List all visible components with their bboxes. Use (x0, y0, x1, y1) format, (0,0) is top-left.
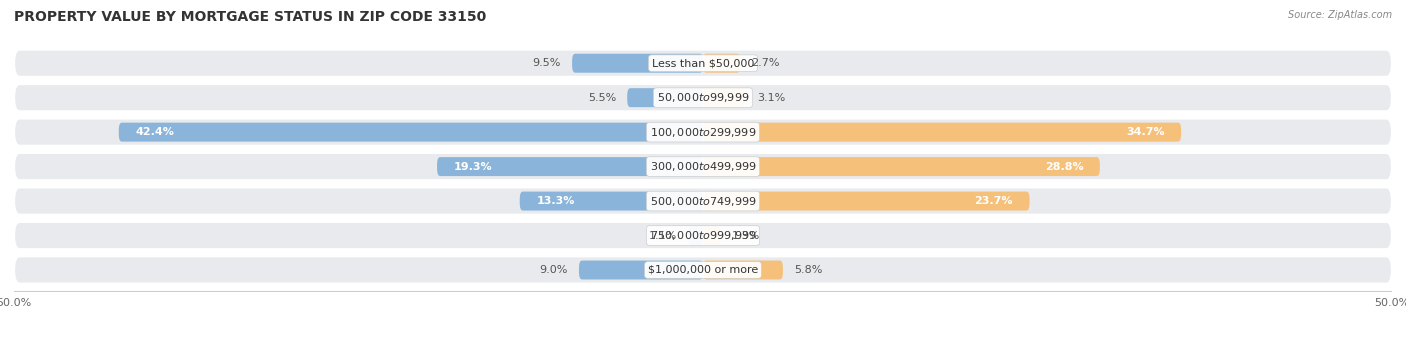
Text: $100,000 to $299,999: $100,000 to $299,999 (650, 126, 756, 139)
Text: 19.3%: 19.3% (454, 162, 492, 172)
Text: $1,000,000 or more: $1,000,000 or more (648, 265, 758, 275)
Text: 1.3%: 1.3% (733, 231, 761, 240)
FancyBboxPatch shape (703, 157, 1099, 176)
FancyBboxPatch shape (703, 123, 1181, 142)
Text: Source: ZipAtlas.com: Source: ZipAtlas.com (1288, 10, 1392, 20)
FancyBboxPatch shape (703, 260, 783, 279)
FancyBboxPatch shape (627, 88, 703, 107)
FancyBboxPatch shape (14, 84, 1392, 111)
FancyBboxPatch shape (14, 119, 1392, 146)
FancyBboxPatch shape (437, 157, 703, 176)
Text: $50,000 to $99,999: $50,000 to $99,999 (657, 91, 749, 104)
Text: 2.7%: 2.7% (751, 58, 780, 68)
FancyBboxPatch shape (703, 226, 721, 245)
Text: 13.3%: 13.3% (536, 196, 575, 206)
FancyBboxPatch shape (572, 54, 703, 73)
Text: $750,000 to $999,999: $750,000 to $999,999 (650, 229, 756, 242)
Text: $500,000 to $749,999: $500,000 to $749,999 (650, 194, 756, 207)
FancyBboxPatch shape (118, 123, 703, 142)
FancyBboxPatch shape (579, 260, 703, 279)
Text: 9.5%: 9.5% (533, 58, 561, 68)
Text: $300,000 to $499,999: $300,000 to $499,999 (650, 160, 756, 173)
FancyBboxPatch shape (14, 256, 1392, 284)
FancyBboxPatch shape (703, 88, 745, 107)
FancyBboxPatch shape (688, 226, 703, 245)
Text: 28.8%: 28.8% (1045, 162, 1083, 172)
FancyBboxPatch shape (14, 50, 1392, 77)
FancyBboxPatch shape (703, 54, 740, 73)
Text: 3.1%: 3.1% (756, 93, 785, 103)
Text: 42.4%: 42.4% (135, 127, 174, 137)
FancyBboxPatch shape (14, 222, 1392, 249)
Text: Less than $50,000: Less than $50,000 (652, 58, 754, 68)
FancyBboxPatch shape (14, 187, 1392, 215)
Text: 34.7%: 34.7% (1126, 127, 1164, 137)
Text: 23.7%: 23.7% (974, 196, 1012, 206)
Text: PROPERTY VALUE BY MORTGAGE STATUS IN ZIP CODE 33150: PROPERTY VALUE BY MORTGAGE STATUS IN ZIP… (14, 10, 486, 24)
Text: 1.1%: 1.1% (648, 231, 676, 240)
Text: 5.5%: 5.5% (588, 93, 616, 103)
Text: 9.0%: 9.0% (540, 265, 568, 275)
Text: 5.8%: 5.8% (794, 265, 823, 275)
FancyBboxPatch shape (520, 191, 703, 210)
FancyBboxPatch shape (14, 153, 1392, 180)
FancyBboxPatch shape (703, 191, 1029, 210)
Legend: Without Mortgage, With Mortgage: Without Mortgage, With Mortgage (578, 338, 828, 340)
